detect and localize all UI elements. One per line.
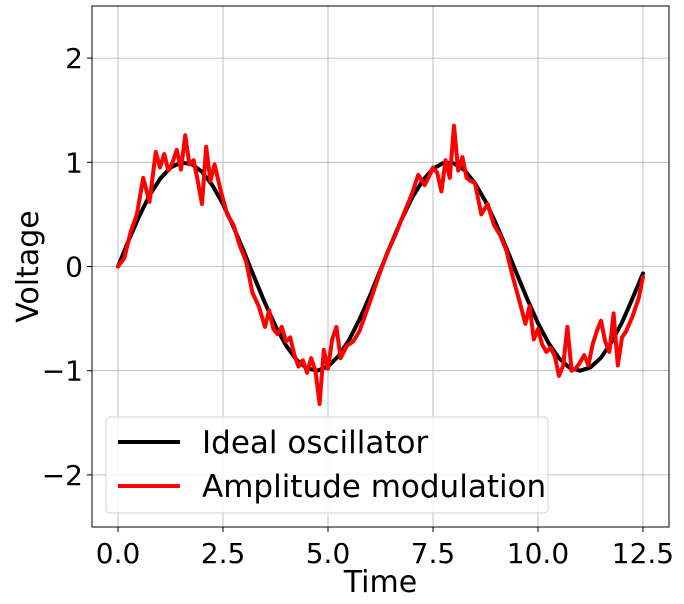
x-tick-label: 0.0	[96, 537, 141, 570]
x-tick-label: 12.5	[612, 537, 674, 570]
axis-ticks: 0.0 2.5 5.0 7.5 10.0 12.5 −2 −1 0 1 2	[42, 42, 674, 570]
legend-label-ideal-oscillator: Ideal oscillator	[202, 425, 428, 461]
legend-box	[105, 416, 549, 514]
y-tick-label: 1	[65, 146, 83, 179]
series-line-amplitude-modulation	[116, 123, 645, 406]
series-lines	[116, 123, 645, 406]
legend: Ideal oscillator Amplitude modulation	[105, 416, 549, 514]
x-axis-title: Time	[343, 565, 417, 600]
x-tick-label: 10.0	[507, 537, 569, 570]
x-tick-label: 7.5	[411, 537, 456, 570]
x-tick-label: 2.5	[201, 537, 246, 570]
legend-label-amplitude-modulation: Amplitude modulation	[202, 469, 546, 505]
x-tick-label: 5.0	[306, 537, 351, 570]
y-axis-title: Voltage	[11, 210, 46, 323]
y-tick-label: −2	[42, 459, 83, 492]
y-tick-label: 0	[65, 251, 83, 284]
y-tick-label: 2	[65, 42, 83, 75]
grid-lines	[92, 6, 669, 527]
y-tick-label: −1	[42, 355, 83, 388]
